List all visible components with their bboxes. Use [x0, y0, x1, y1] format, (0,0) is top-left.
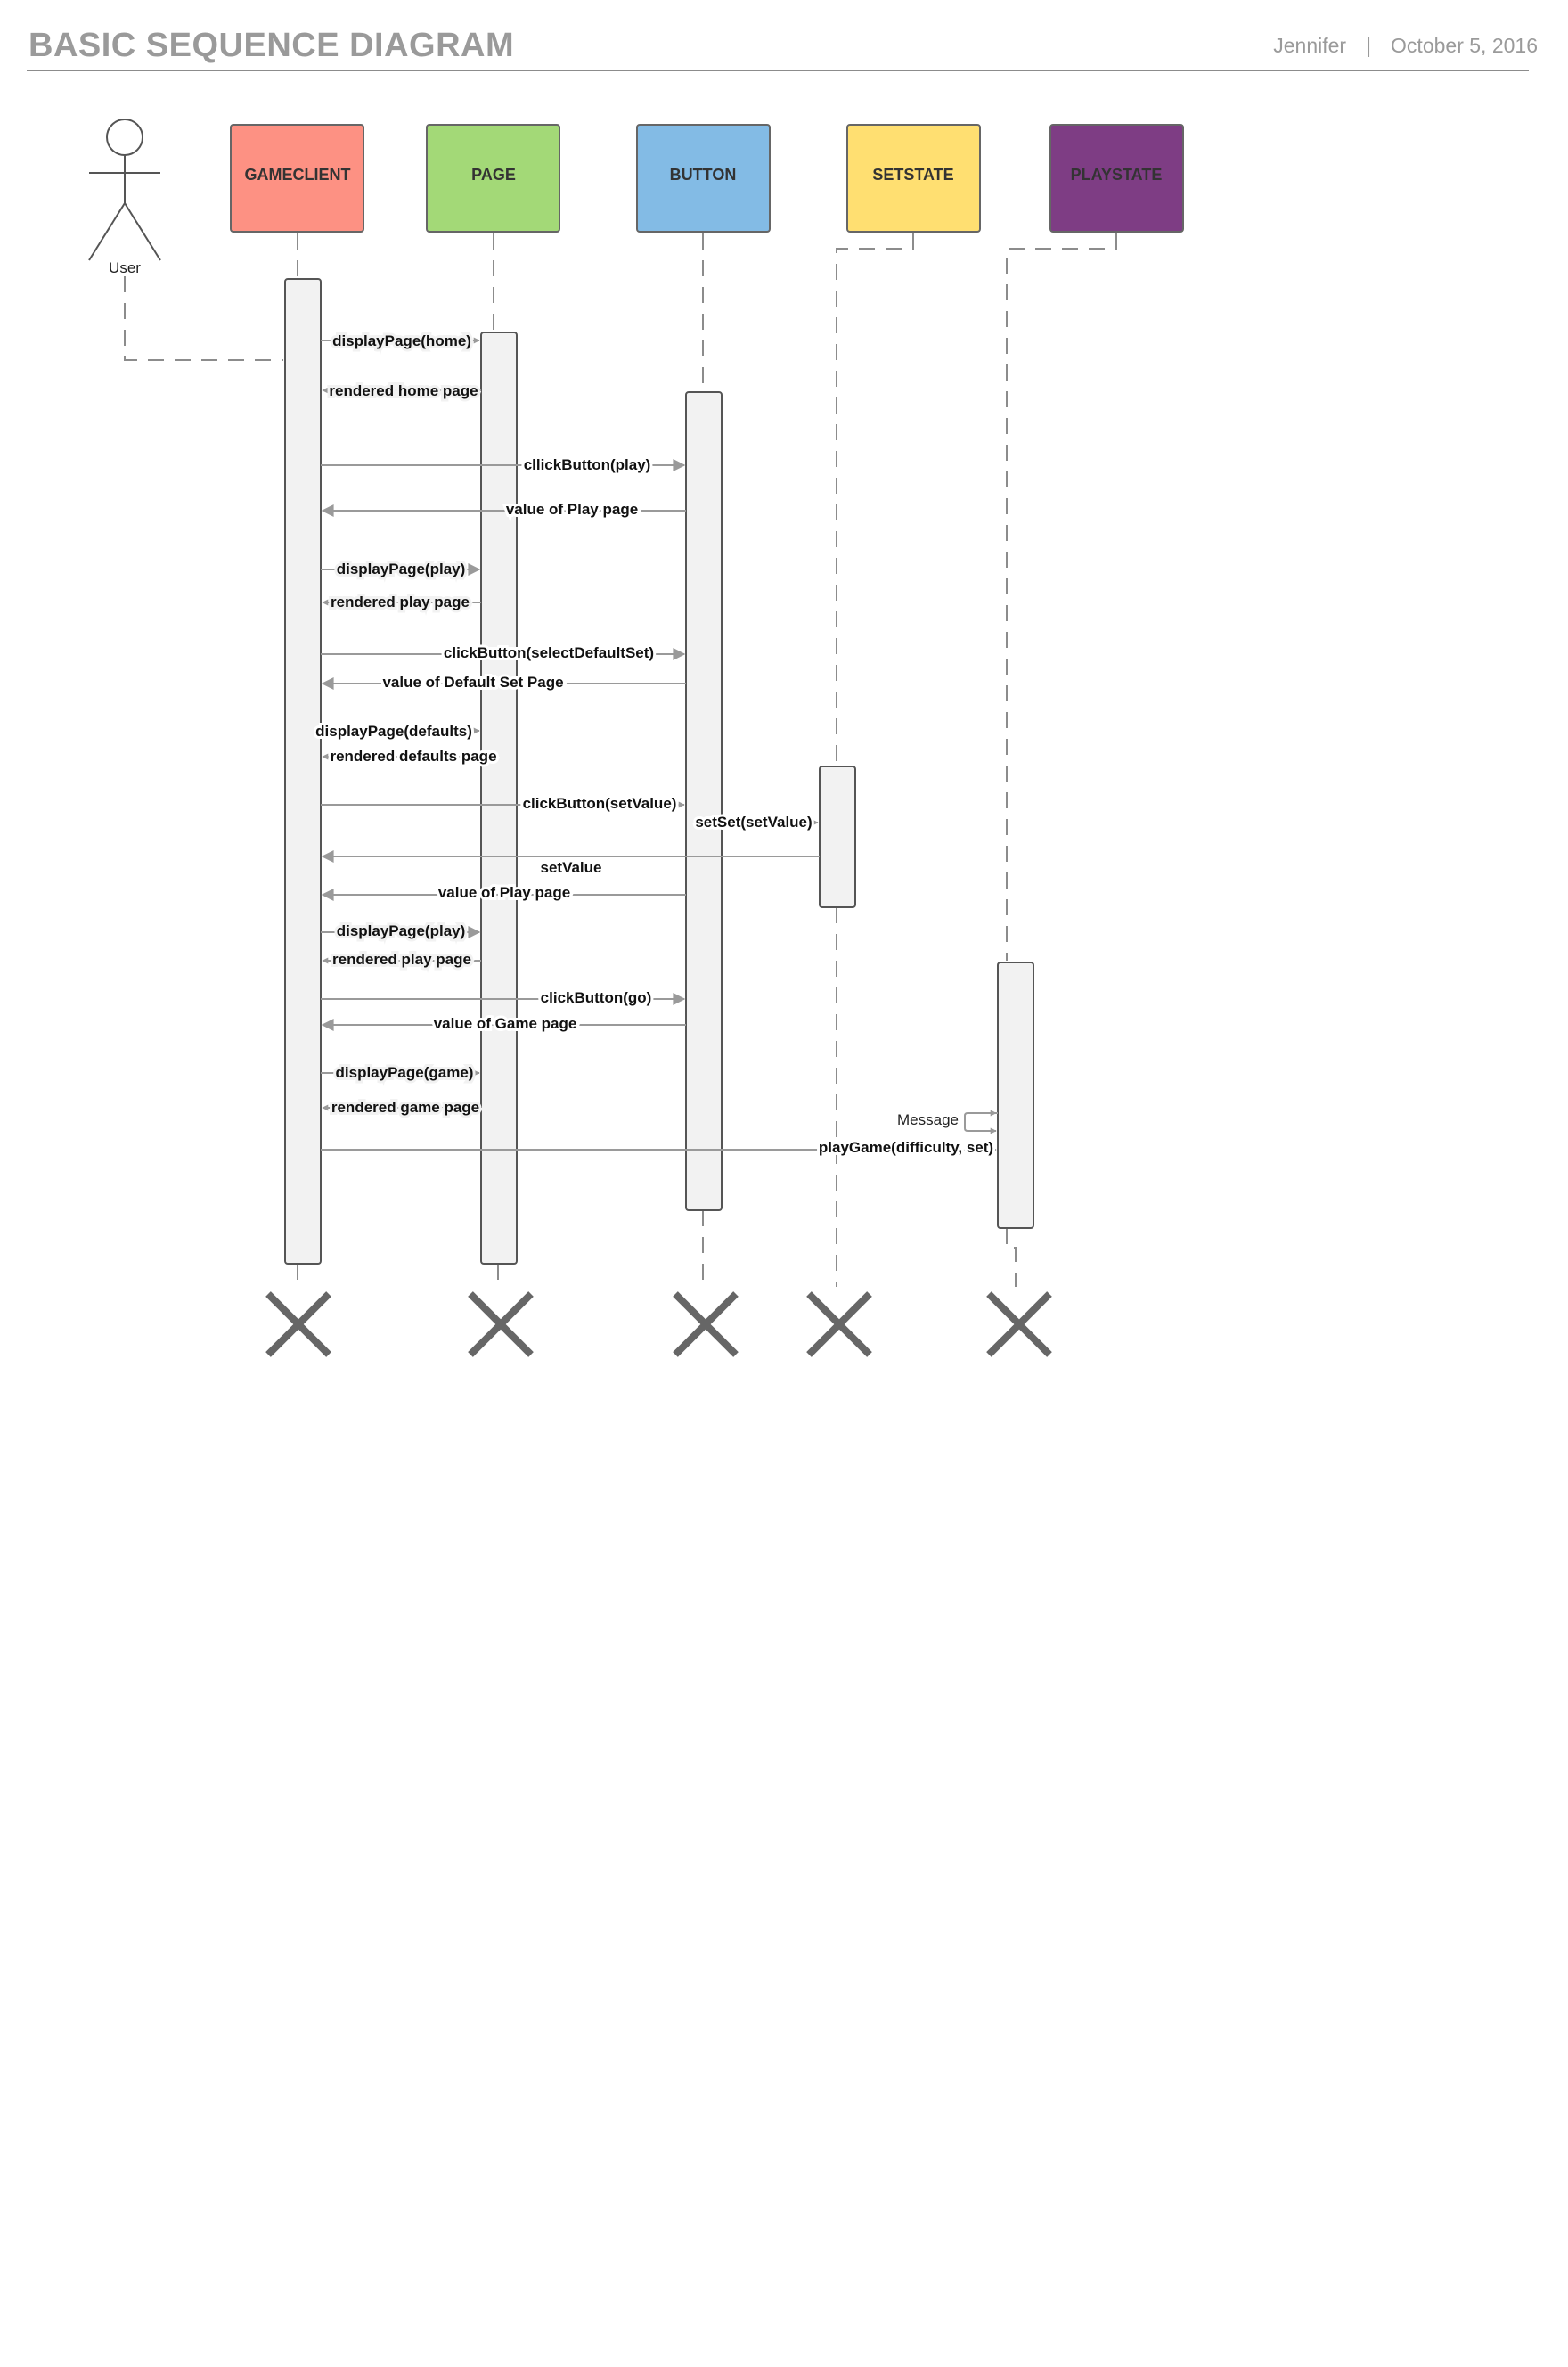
- actor-label: User: [109, 259, 141, 276]
- message-label: rendered play page: [332, 951, 471, 968]
- message-rendered-game-page: rendered game page: [322, 1096, 482, 1118]
- message-rendered-defaults-page: rendered defaults page: [322, 745, 500, 767]
- message-set-value-return: setValue: [321, 850, 820, 876]
- message-click-go: clickButton(go): [321, 987, 686, 1009]
- page-activation: [480, 332, 518, 1265]
- message-displaypage-play-2: displayPage(play): [321, 920, 481, 942]
- actor-head: [106, 119, 143, 156]
- message-set-set: setSet(setValue): [692, 811, 819, 833]
- participant-box: [1049, 124, 1184, 233]
- message-label: displayPage(home): [332, 332, 471, 349]
- message-label: displayPage(defaults): [315, 723, 472, 740]
- playstate-destroy-icon: [986, 1291, 1052, 1357]
- page-title: BASIC SEQUENCE DIAGRAM: [29, 27, 515, 64]
- actor-right-leg: [124, 202, 161, 261]
- document-date: October 5, 2016: [1391, 34, 1538, 57]
- message-click-select-default-set: clickButton(selectDefaultSet): [321, 642, 686, 664]
- user-lifeline: [124, 276, 283, 361]
- message-value-of-play-page-2: value of Play page: [321, 881, 686, 904]
- author-name: Jennifer: [1273, 34, 1347, 57]
- participant-button[interactable]: BUTTON: [636, 124, 771, 233]
- setstate-destroy-icon: [806, 1291, 872, 1357]
- playstate-lifeline-bottom: [1006, 1228, 1017, 1287]
- participant-label: PAGE: [471, 166, 516, 184]
- message-label: value of Default Set Page: [382, 674, 563, 691]
- message-click-set-value: clickButton(setValue): [321, 792, 685, 815]
- message-label: setSet(setValue): [695, 814, 812, 831]
- message-displaypage-home: displayPage(home): [321, 330, 480, 352]
- setstate-activation: [819, 766, 856, 908]
- message-label: rendered home page: [329, 382, 478, 399]
- button-destroy-icon: [673, 1291, 739, 1357]
- participant-page[interactable]: PAGE: [426, 124, 560, 233]
- message-label: displayPage(play): [337, 922, 466, 939]
- message-label: setValue: [541, 859, 602, 876]
- title-rule: [27, 70, 1529, 71]
- message-value-of-play-page: value of Play page: [321, 498, 686, 520]
- participant-setstate[interactable]: SETSTATE: [846, 124, 981, 233]
- message-label: clickButton(setValue): [523, 795, 677, 812]
- participant-label: SETSTATE: [872, 166, 953, 184]
- message-label: playGame(difficulty, set): [819, 1139, 993, 1156]
- message-label: clickButton(go): [541, 989, 652, 1006]
- message-play-game: playGame(difficulty, set): [321, 1136, 997, 1159]
- gameclient-destroy-icon: [265, 1291, 331, 1357]
- message-label: rendered play page: [331, 594, 470, 610]
- message-label: displayPage(game): [336, 1064, 474, 1081]
- message-arrow: [964, 1112, 998, 1134]
- participant-gameclient[interactable]: GAMECLIENT: [230, 124, 364, 233]
- message-label: clickButton(selectDefaultSet): [444, 644, 654, 661]
- participant-label: GAMECLIENT: [245, 166, 351, 184]
- message-displaypage-game: displayPage(game): [321, 1061, 480, 1084]
- message-label: value of Game page: [434, 1015, 577, 1032]
- message-label: rendered defaults page: [330, 748, 496, 765]
- message-click-play: cllickButton(play): [321, 454, 686, 476]
- header-separator: |: [1366, 34, 1372, 57]
- participant-box: [846, 124, 981, 233]
- message-self-message: Message: [897, 1110, 998, 1134]
- participant-playstate[interactable]: PLAYSTATE: [1049, 124, 1184, 233]
- playstate-lifeline-top: [1006, 233, 1117, 961]
- message-rendered-play-page: rendered play page: [322, 591, 481, 613]
- setstate-lifeline-top: [836, 233, 914, 765]
- message-label: rendered game page: [331, 1099, 479, 1116]
- user-actor[interactable]: User: [88, 119, 161, 276]
- message-label: cllickButton(play): [524, 456, 651, 473]
- participant-label: PLAYSTATE: [1071, 166, 1163, 184]
- message-label: value of Play page: [438, 884, 570, 901]
- gameclient-activation: [284, 278, 322, 1265]
- playstate-activation: [997, 962, 1034, 1229]
- participant-box: [230, 124, 364, 233]
- message-rendered-play-page-2: rendered play page: [322, 948, 481, 971]
- actor-left-leg: [88, 202, 126, 261]
- message-label: displayPage(play): [337, 561, 466, 577]
- message-displaypage-defaults: displayPage(defaults): [313, 720, 480, 742]
- message-label: Message: [897, 1111, 959, 1128]
- message-displaypage-play: displayPage(play): [321, 558, 481, 580]
- message-rendered-home-page: rendered home page: [322, 380, 481, 402]
- participant-label: BUTTON: [670, 166, 737, 184]
- participant-box: [426, 124, 560, 233]
- participant-box: [636, 124, 771, 233]
- button-activation: [685, 391, 723, 1211]
- message-value-of-default-set-page: value of Default Set Page: [321, 671, 686, 693]
- header-meta: Jennifer | October 5, 2016: [1273, 34, 1538, 58]
- message-value-of-game-page: value of Game page: [321, 1012, 686, 1035]
- page-destroy-icon: [468, 1291, 534, 1357]
- message-label: value of Play page: [506, 501, 638, 518]
